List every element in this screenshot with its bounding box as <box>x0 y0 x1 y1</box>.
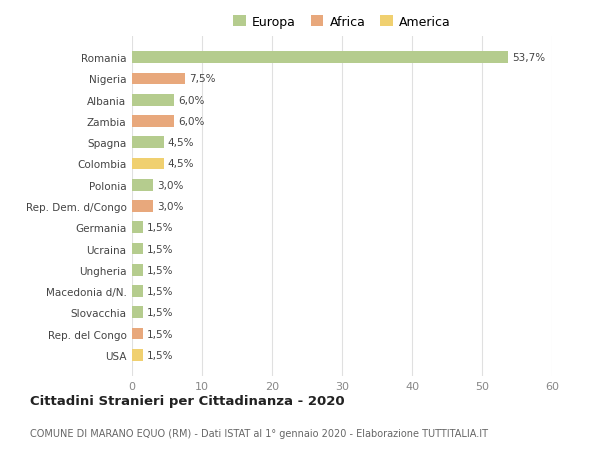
Text: 6,0%: 6,0% <box>178 117 205 127</box>
Bar <box>132 349 143 361</box>
Text: 1,5%: 1,5% <box>146 223 173 233</box>
Text: 4,5%: 4,5% <box>168 159 194 169</box>
Legend: Europa, Africa, America: Europa, Africa, America <box>228 11 456 34</box>
Text: 3,0%: 3,0% <box>157 202 184 212</box>
Text: 1,5%: 1,5% <box>146 308 173 318</box>
Bar <box>132 116 174 128</box>
Text: 1,5%: 1,5% <box>146 350 173 360</box>
Bar <box>132 243 143 255</box>
Bar <box>132 52 508 64</box>
Bar <box>132 285 143 297</box>
Bar <box>132 201 153 213</box>
Bar <box>132 137 163 149</box>
Text: 1,5%: 1,5% <box>146 286 173 297</box>
Bar <box>132 264 143 276</box>
Text: 1,5%: 1,5% <box>146 244 173 254</box>
Text: 4,5%: 4,5% <box>168 138 194 148</box>
Text: 7,5%: 7,5% <box>188 74 215 84</box>
Text: 1,5%: 1,5% <box>146 265 173 275</box>
Bar <box>132 73 185 85</box>
Bar <box>132 179 153 191</box>
Text: 6,0%: 6,0% <box>178 95 205 106</box>
Bar <box>132 158 163 170</box>
Text: 1,5%: 1,5% <box>146 329 173 339</box>
Bar <box>132 307 143 319</box>
Text: Cittadini Stranieri per Cittadinanza - 2020: Cittadini Stranieri per Cittadinanza - 2… <box>30 394 344 407</box>
Text: 3,0%: 3,0% <box>157 180 184 190</box>
Text: COMUNE DI MARANO EQUO (RM) - Dati ISTAT al 1° gennaio 2020 - Elaborazione TUTTIT: COMUNE DI MARANO EQUO (RM) - Dati ISTAT … <box>30 428 488 438</box>
Text: 53,7%: 53,7% <box>512 53 545 63</box>
Bar <box>132 95 174 106</box>
Bar <box>132 222 143 234</box>
Bar <box>132 328 143 340</box>
